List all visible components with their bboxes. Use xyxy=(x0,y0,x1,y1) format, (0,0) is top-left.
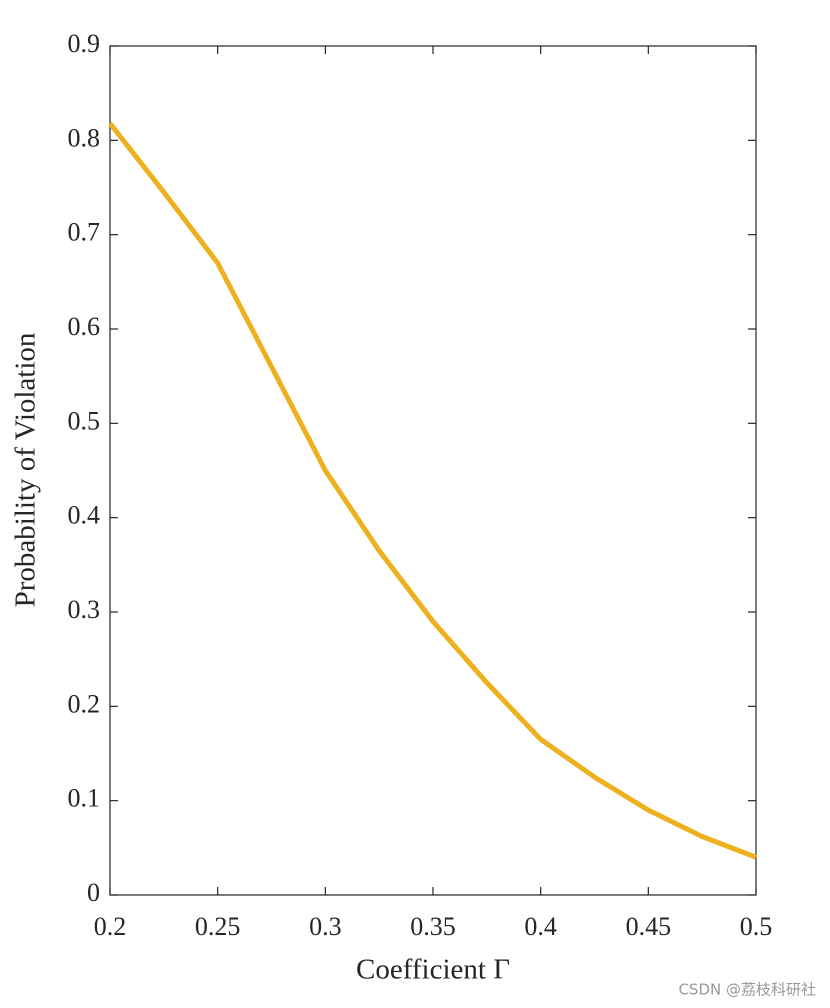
data-line xyxy=(108,121,757,860)
y-tick-label: 0.1 xyxy=(68,784,101,813)
y-tick-label: 0.8 xyxy=(68,123,101,152)
x-axis-label: Coefficient Γ xyxy=(356,954,510,986)
x-tick-label: 0.2 xyxy=(94,912,127,941)
x-tick-label: 0.25 xyxy=(195,912,241,941)
watermark: CSDN @荔枝科研社 xyxy=(678,981,816,999)
y-tick-label: 0.6 xyxy=(68,312,101,341)
x-tick-label: 0.45 xyxy=(626,912,672,941)
y-axis-label: Probability of Violation xyxy=(10,332,42,607)
y-tick-label: 0.4 xyxy=(68,501,101,530)
y-tick-label: 0.3 xyxy=(68,595,101,624)
y-tick-label: 0 xyxy=(87,878,100,907)
y-tick-label: 0.5 xyxy=(68,406,101,435)
x-tick-label: 0.3 xyxy=(309,912,342,941)
x-tick-label: 0.4 xyxy=(524,912,557,941)
y-tick-label: 0.9 xyxy=(68,29,101,58)
y-tick-label: 0.7 xyxy=(68,218,101,247)
y-tick-label: 0.2 xyxy=(68,689,101,718)
plot-frame xyxy=(109,45,757,896)
x-tick-label: 0.35 xyxy=(410,912,456,941)
x-tick-label: 0.5 xyxy=(740,912,773,941)
